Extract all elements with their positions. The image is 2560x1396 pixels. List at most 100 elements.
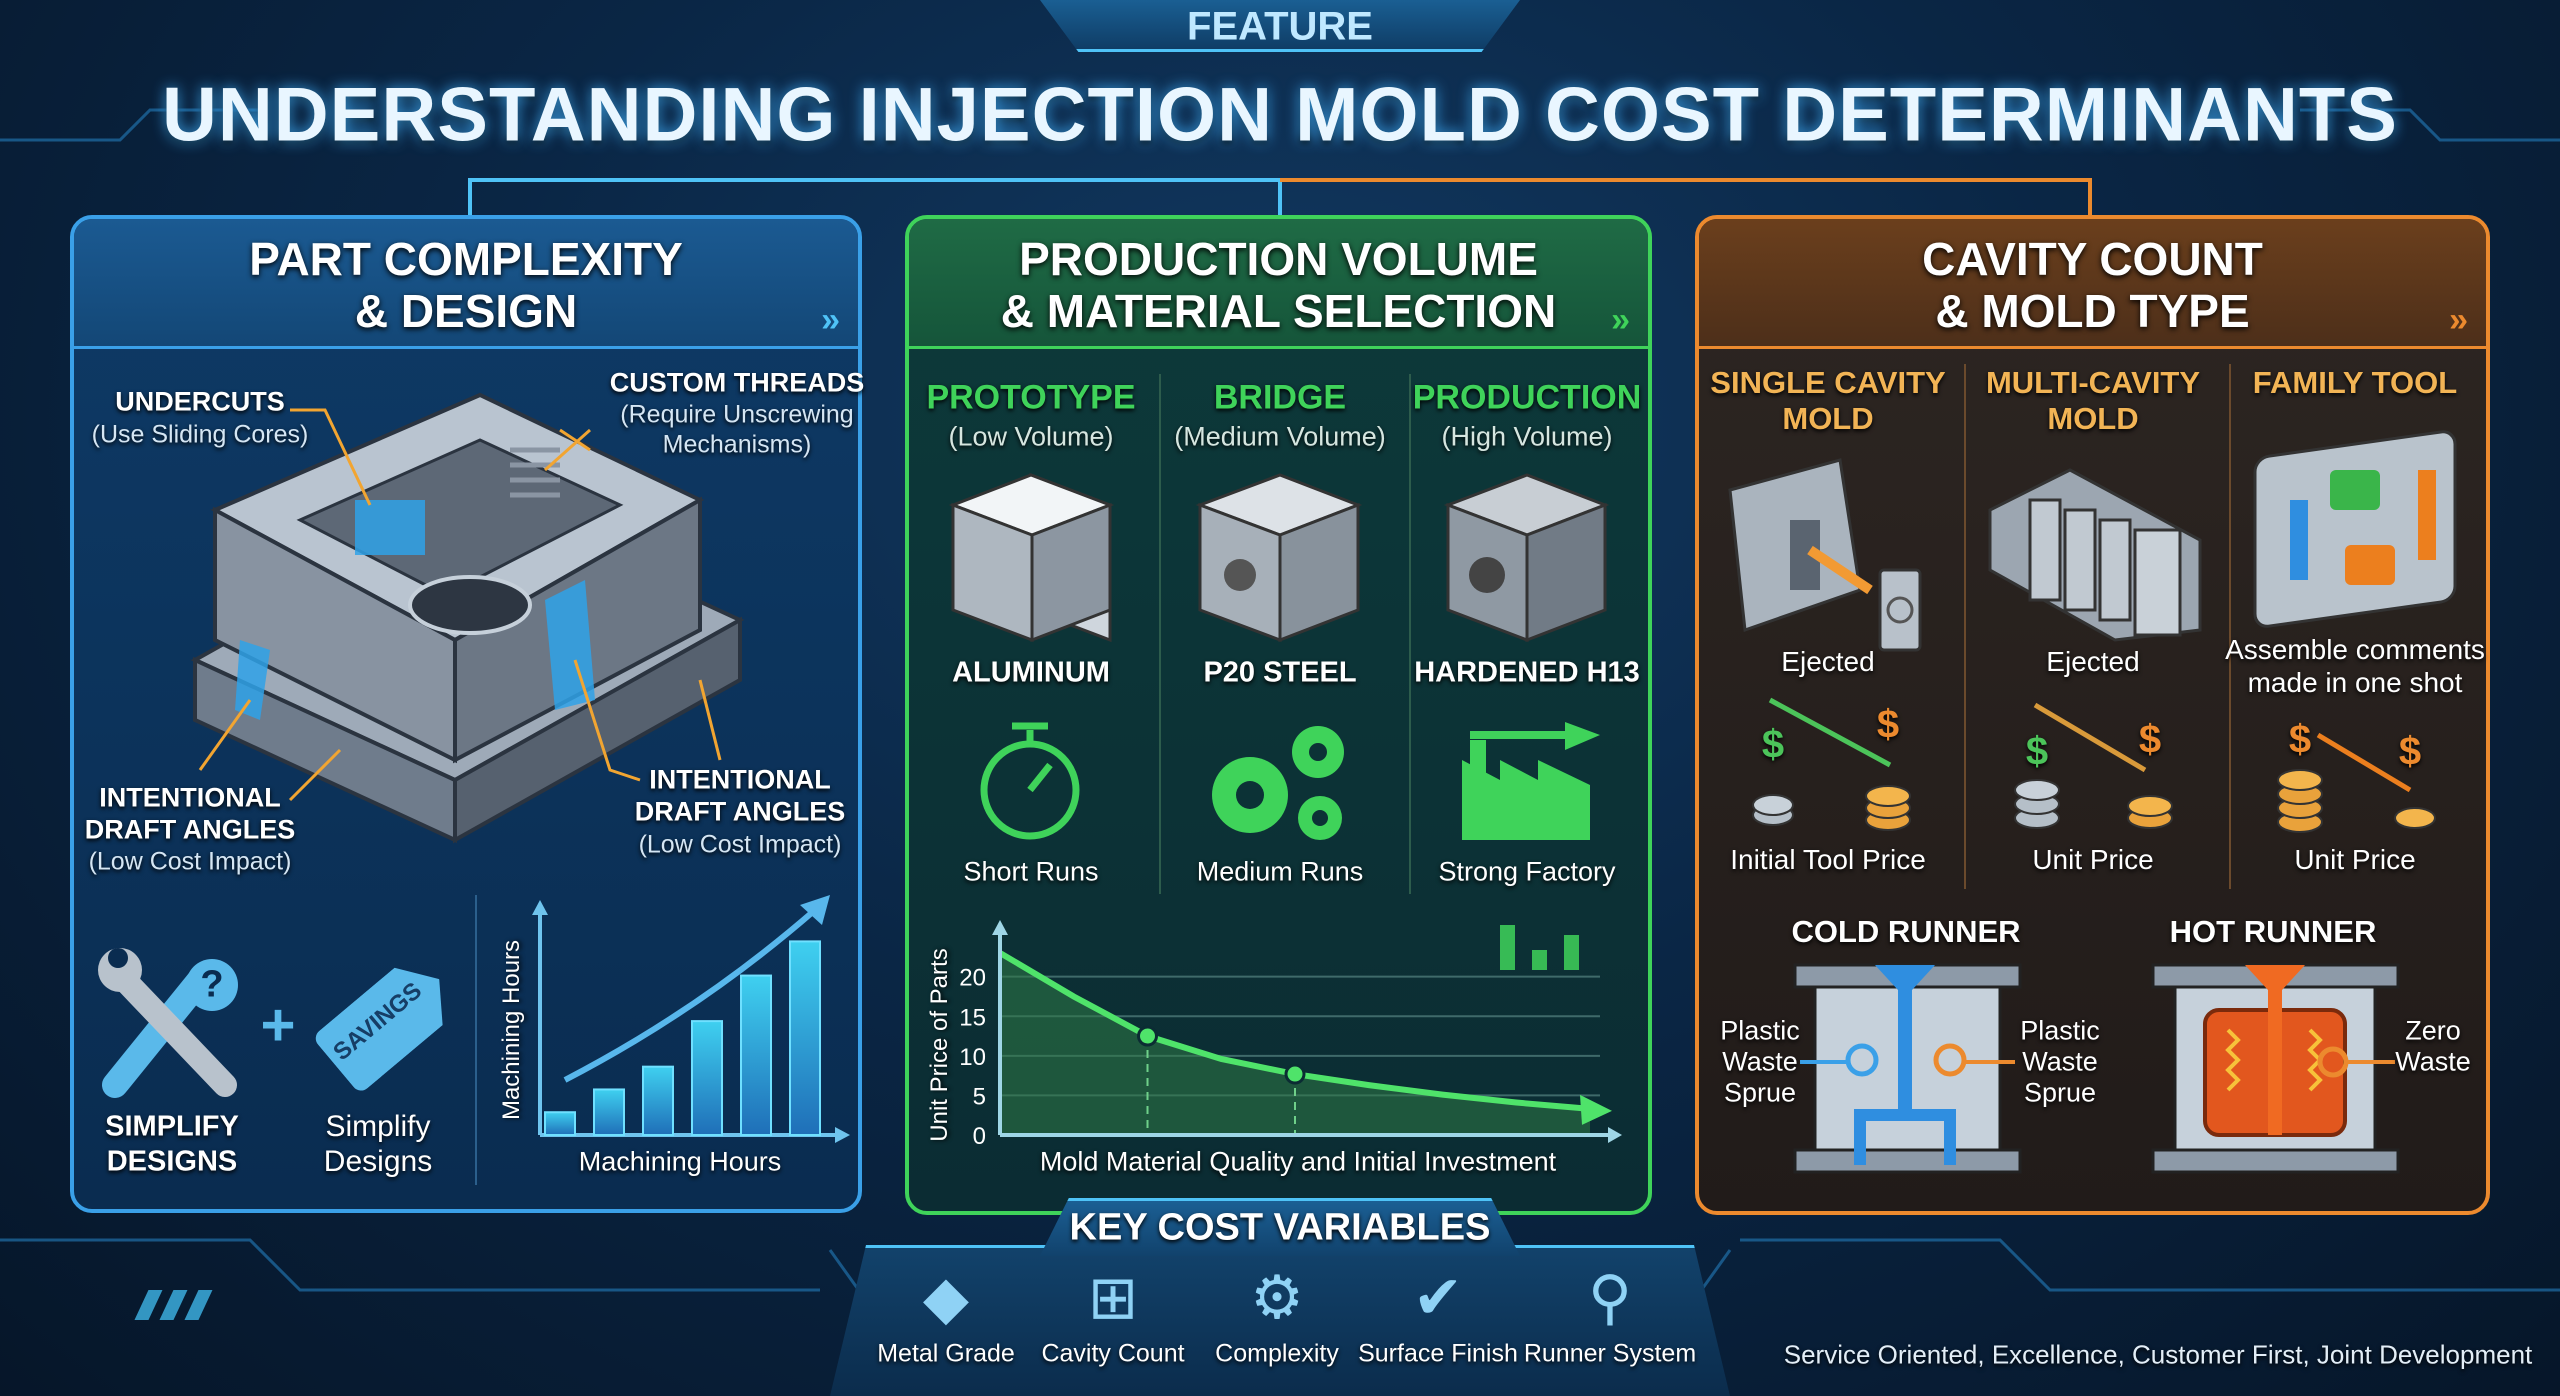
cold-right-1: Plastic [2020, 1015, 2100, 1046]
callout-draft-right-1: INTENTIONAL [649, 764, 831, 795]
key-variable-label: Metal Grade [877, 1339, 1015, 1368]
dollar-icon: $ [2138, 717, 2162, 762]
column-divider [2229, 364, 2231, 889]
dollar-icon: $ [2025, 729, 2049, 774]
key-variable-label: Surface Finish [1358, 1339, 1518, 1368]
volume-heading: BRIDGE [1213, 378, 1347, 417]
divider [475, 895, 477, 1185]
panel-header [1699, 219, 2486, 349]
bar [691, 1020, 723, 1136]
y-tick-label: 20 [959, 965, 986, 992]
run-label: Short Runs [963, 856, 1099, 887]
chevron-right-icon: » [2449, 301, 2468, 339]
x-axis-arrow [835, 1127, 850, 1143]
footer-tagline: Service Oriented, Excellence, Customer F… [1783, 1339, 2533, 1370]
page-title: UNDERSTANDING INJECTION MOLD COST DETERM… [162, 72, 2398, 158]
bar-chart-xlabel: Machining Hours [578, 1146, 782, 1177]
cold-left-1: Plastic [1720, 1015, 1800, 1046]
key-cost-variables-tab [1040, 1198, 1520, 1256]
volume-heading: PROTOTYPE [926, 378, 1136, 417]
trend-arrow [563, 907, 817, 1083]
simplify-bold-1: SIMPLIFY [105, 1110, 239, 1143]
simplify-bold-2: DESIGNS [106, 1145, 238, 1178]
bar [789, 940, 821, 1137]
cold-runner-diagram [1793, 963, 2022, 1174]
cavity-caption-2: made in one shot [2247, 667, 2463, 698]
panel-title-line1: CAVITY COUNT [1922, 233, 2263, 285]
column-divider [1964, 364, 1966, 889]
bar [740, 974, 772, 1136]
cavity-heading-2: MOLD [1782, 401, 1874, 436]
simplify-sub-2: Designs [323, 1145, 433, 1178]
callout-custom-threads: CUSTOM THREADS [609, 367, 865, 398]
callout-draft-left-2: DRAFT ANGLES [84, 814, 296, 845]
hot-right-2: Waste [2395, 1046, 2471, 1077]
feature-badge-label: FEATURE [1187, 4, 1373, 49]
cold-runner-title: COLD RUNNER [1791, 914, 2021, 949]
metal-ingot-icon: ◆ [922, 1264, 970, 1331]
panel-title-line2: & MATERIAL SELECTION [1000, 285, 1557, 337]
bar [593, 1088, 625, 1137]
panel-title-line2: & MOLD TYPE [1935, 285, 2250, 337]
material-label: HARDENED H13 [1414, 656, 1640, 689]
y-tick-label: 0 [973, 1123, 986, 1150]
y-axis-arrow [532, 900, 548, 915]
volume-heading: PRODUCTION [1412, 378, 1642, 417]
run-label: Strong Factory [1438, 856, 1616, 887]
key-cost-variables-bar [830, 1245, 1730, 1396]
material-label: ALUMINUM [952, 656, 1110, 689]
question-icon: ? [200, 963, 224, 1006]
volume-sub: (Medium Volume) [1174, 421, 1386, 452]
dollar-icon: $ [2288, 717, 2312, 762]
price-label: Initial Tool Price [1730, 844, 1926, 875]
callout-draft-left-sub: (Low Cost Impact) [88, 847, 292, 876]
run-label: Medium Runs [1196, 856, 1364, 887]
hot-right-1: Zero [2405, 1015, 2461, 1046]
key-variable-label: Cavity Count [1041, 1339, 1185, 1368]
data-point [1284, 1063, 1306, 1085]
volume-sub: (Low Volume) [948, 421, 1114, 452]
volume-sub: (High Volume) [1441, 421, 1613, 452]
family-tool-icon [2253, 430, 2457, 628]
column-divider [1409, 374, 1411, 894]
cold-left-3: Sprue [1723, 1077, 1797, 1108]
price-label: Unit Price [2294, 844, 2416, 875]
cavity-caption-1: Ejected [2046, 646, 2140, 677]
mini-bars-icon [1500, 925, 1579, 970]
x-axis-arrow [1608, 1127, 1622, 1143]
y-tick-label: 15 [959, 1004, 986, 1031]
bar [544, 1111, 576, 1136]
panel-header [74, 219, 858, 349]
cavity-heading-1: FAMILY TOOL [2252, 365, 2458, 400]
checkmark-icon: ✔ [1412, 1264, 1464, 1331]
chevron-right-icon: » [1611, 301, 1630, 339]
cold-right-2: Waste [2022, 1046, 2098, 1077]
key-variable-label: Complexity [1215, 1339, 1339, 1368]
aluminum-cube-icon [948, 472, 1115, 643]
bar [642, 1065, 674, 1136]
single-cavity-mold-icon [1728, 458, 1922, 652]
y-tick-label: 10 [959, 1044, 986, 1071]
y-tick-label: 5 [973, 1083, 986, 1110]
key-variable-label: Runner System [1523, 1339, 1697, 1368]
h13-cube-icon [1443, 473, 1610, 643]
hot-runner-diagram [2151, 963, 2400, 1174]
chevron-right-icon: » [821, 301, 840, 339]
cavity-grid-icon: ⊞ [1087, 1264, 1139, 1331]
dollar-icon: $ [1761, 722, 1785, 767]
gear-icon: ⚙ [1250, 1264, 1304, 1331]
callout-threads-sub2: Mechanisms) [662, 430, 812, 459]
trend-arrows [1768, 697, 2412, 793]
column-divider [1159, 374, 1161, 894]
cavity-heading-2: MOLD [2047, 401, 2139, 436]
cold-left-2: Waste [1722, 1046, 1798, 1077]
runner-tree-icon: ⚲ [1588, 1264, 1632, 1331]
price-label: Unit Price [2032, 844, 2154, 875]
callout-draft-right-sub: (Low Cost Impact) [638, 830, 842, 859]
callout-draft-left-1: INTENTIONAL [99, 782, 281, 813]
gears-icon [1212, 726, 1344, 840]
dollar-icon: $ [1876, 702, 1900, 747]
